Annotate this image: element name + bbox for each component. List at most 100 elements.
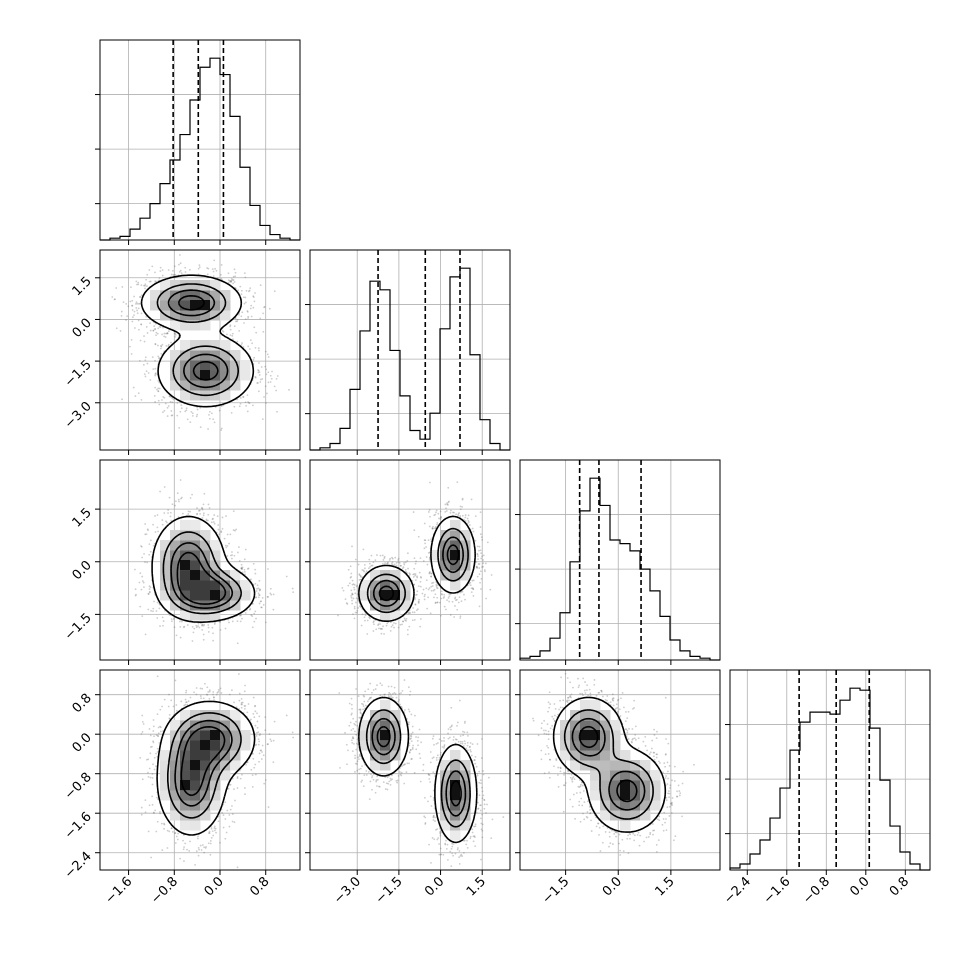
scatter-point bbox=[163, 827, 165, 830]
scatter-point bbox=[435, 511, 437, 514]
scatter-point bbox=[159, 725, 161, 728]
scatter-point bbox=[226, 809, 229, 812]
scatter-point bbox=[254, 596, 257, 599]
density-cell bbox=[360, 590, 371, 601]
scatter-point bbox=[435, 525, 437, 528]
scatter-point bbox=[615, 703, 618, 706]
scatter-point bbox=[113, 298, 116, 301]
histogram-3 bbox=[729, 687, 930, 871]
scatter-point bbox=[131, 309, 134, 311]
x-tick-label: 0.0 bbox=[847, 874, 872, 899]
scatter-point bbox=[148, 591, 151, 594]
density-cell bbox=[170, 550, 181, 561]
density-cell bbox=[190, 600, 201, 611]
scatter-point bbox=[416, 575, 418, 578]
density-cell bbox=[160, 280, 171, 291]
scatter-point bbox=[474, 515, 477, 517]
scatter-point bbox=[611, 697, 614, 700]
scatter-point bbox=[170, 618, 173, 621]
scatter-point bbox=[371, 564, 374, 567]
density-cell bbox=[370, 590, 381, 601]
scatter-point bbox=[389, 783, 392, 786]
scatter-point bbox=[655, 850, 658, 853]
scatter-point bbox=[456, 848, 459, 851]
scatter-point bbox=[485, 597, 487, 600]
scatter-point bbox=[151, 745, 153, 748]
density-cell bbox=[190, 350, 201, 361]
scatter-point bbox=[482, 794, 485, 797]
scatter-point bbox=[225, 515, 227, 517]
scatter-point bbox=[459, 514, 462, 517]
contour-line bbox=[176, 551, 227, 605]
scatter-point bbox=[373, 623, 375, 626]
scatter-point bbox=[158, 403, 161, 406]
density-cell bbox=[150, 290, 161, 301]
scatter-point bbox=[451, 842, 453, 845]
scatter-point bbox=[432, 819, 435, 821]
panel-frame bbox=[99, 39, 301, 241]
scatter-point bbox=[148, 804, 151, 807]
scatter-point bbox=[432, 799, 435, 801]
density-cell bbox=[190, 730, 201, 741]
density-cell bbox=[200, 720, 211, 731]
scatter-point bbox=[187, 510, 190, 513]
scatter-point bbox=[161, 399, 163, 401]
scatter-point bbox=[461, 497, 464, 500]
scatter-point bbox=[168, 717, 171, 720]
scatter-point bbox=[171, 503, 174, 506]
scatter-point bbox=[183, 625, 186, 628]
scatter-point bbox=[233, 821, 236, 824]
scatter-point bbox=[472, 588, 475, 591]
scatter-point bbox=[209, 840, 212, 842]
density-cell bbox=[190, 750, 201, 761]
scatter-point bbox=[273, 720, 276, 723]
scatter-point bbox=[614, 831, 617, 833]
scatter-point bbox=[567, 696, 569, 699]
scatter-point bbox=[146, 362, 149, 365]
panel-frame bbox=[729, 669, 931, 871]
scatter-point bbox=[233, 268, 236, 271]
scatter-point bbox=[181, 512, 184, 515]
scatter-point bbox=[419, 557, 422, 560]
histogram-panel-3: −2.4 −1.6 −0.8 0.0 0.8 bbox=[721, 669, 931, 907]
scatter-point bbox=[434, 828, 437, 831]
scatter-point bbox=[578, 684, 581, 687]
scatter-point bbox=[670, 803, 673, 805]
scatter-point bbox=[273, 385, 276, 388]
scatter-point bbox=[243, 690, 246, 693]
scatter-point bbox=[390, 685, 393, 688]
scatter-point bbox=[476, 545, 479, 548]
scatter-point bbox=[350, 739, 353, 742]
scatter-point bbox=[141, 615, 144, 618]
density-cell bbox=[400, 600, 411, 611]
scatter-point bbox=[254, 773, 257, 776]
scatter-point bbox=[632, 707, 634, 710]
density-peak-cell bbox=[450, 780, 460, 790]
scatter-point bbox=[598, 691, 601, 694]
density-cell bbox=[580, 720, 591, 731]
scatter-point bbox=[598, 833, 600, 836]
scatter-point bbox=[607, 702, 610, 704]
scatter-point bbox=[240, 563, 243, 566]
scatter-point bbox=[166, 406, 169, 409]
scatter-point bbox=[562, 784, 565, 787]
scatter-point bbox=[369, 682, 372, 685]
scatter-point bbox=[197, 835, 199, 838]
density-cell bbox=[450, 520, 461, 531]
scatter-point bbox=[433, 596, 435, 599]
scatter-point bbox=[581, 781, 583, 784]
scatter-point bbox=[162, 396, 165, 398]
density-cell bbox=[160, 780, 171, 791]
scatter-point bbox=[372, 689, 375, 691]
density-cell bbox=[220, 740, 231, 751]
scatter-point bbox=[138, 581, 141, 584]
scatter-point bbox=[662, 829, 665, 832]
scatter-point bbox=[229, 280, 231, 282]
scatter-point bbox=[433, 743, 435, 746]
density-cell bbox=[460, 810, 471, 821]
density-cell bbox=[460, 800, 471, 811]
contour-line bbox=[371, 717, 467, 817]
scatter-point bbox=[616, 699, 619, 702]
scatter-point bbox=[469, 835, 472, 838]
scatter-point bbox=[458, 512, 460, 514]
